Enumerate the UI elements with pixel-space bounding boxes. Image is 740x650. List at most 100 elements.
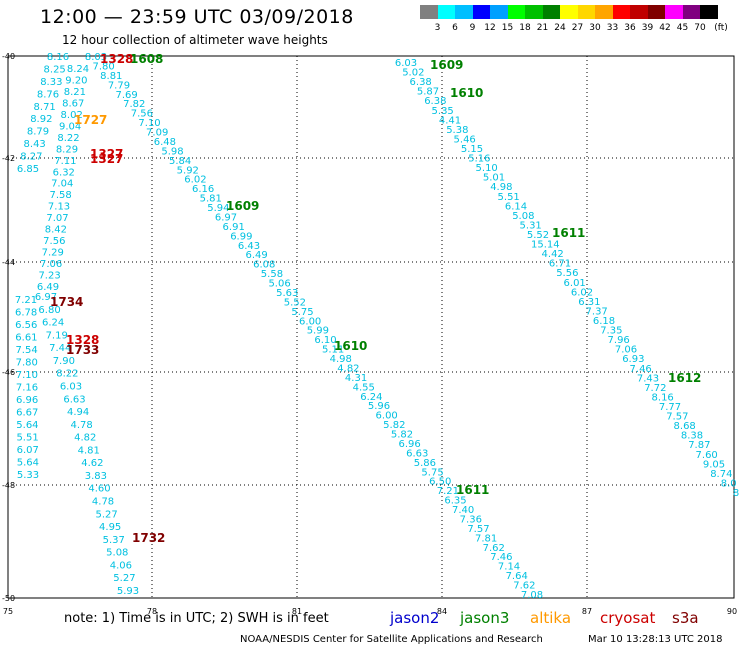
wave-height-label: 7.13 [48,202,70,213]
wave-height-label: 7.54 [15,345,37,356]
wave-height-label: 5.51 [16,433,38,444]
wave-height-label: 7.60 [696,450,718,461]
wave-height-label: 4.55 [353,382,375,393]
wave-height-label: 6.93 [622,354,644,365]
legend-swatch [612,5,630,19]
legend-unit: (ft) [714,23,728,33]
wave-height-label: 4.41 [439,115,461,126]
wave-height-label: 6.97 [215,212,237,223]
timestamp-text: Mar 10 13:28:13 UTC 2018 [588,634,723,645]
legend-value: 30 [589,23,601,33]
legend-value: 24 [554,23,566,33]
wave-height-label: 5.06 [268,279,290,290]
wave-height-label: 5.86 [414,458,436,469]
wave-height-label: 4.98 [330,354,352,365]
wave-height-label: 6.63 [63,394,85,405]
wave-height-label: 5.82 [383,420,405,431]
map-subtitle: 12 hour collection of altimeter wave hei… [62,33,328,47]
wave-height-label: 7.35 [600,326,622,337]
wave-height-label: 7.07 [46,213,68,224]
wave-height-label: 6.32 [53,167,75,178]
wave-height-label: 4.95 [99,522,121,533]
wave-height-label: 5.27 [95,509,117,520]
wave-height-label: 7.23 [38,271,60,282]
wave-height-label: 7.82 [123,99,145,110]
wave-height-label: 7.04 [51,179,73,190]
wave-height-label: 5.37 [103,535,125,546]
wave-height-label: 7.79 [108,80,130,91]
wave-height-label: 7.77 [659,402,681,413]
legend-value: 15 [501,23,514,33]
legend-swatch [560,5,578,19]
wave-height-label: 6.35 [444,496,466,507]
legend-value: 70 [694,23,706,33]
legend-swatch [647,5,665,19]
wave-height-label: 8 [733,488,739,499]
wave-height-label: 7.57 [666,412,688,423]
wave-height-label: 5.96 [368,401,390,412]
wave-height-label: 5.64 [17,458,39,469]
wave-height-label: 8.71 [34,102,56,113]
wave-height-label: 8.67 [62,98,84,109]
wave-height-label: 6.91 [223,222,245,233]
wave-height-label: 6.67 [16,408,38,419]
satellite-s3a: s3a [672,609,699,627]
wave-height-label: 6.50 [429,477,451,488]
satellite-cryosat: cryosat [600,609,656,627]
wave-height-label: 8.76 [37,89,59,100]
wave-height-label: 6.00 [376,411,398,422]
wave-height-label: 4.98 [490,182,512,193]
wave-height-label: 7.43 [637,373,659,384]
wave-height-label: 6.96 [16,395,38,406]
wave-height-label: 7.56 [43,236,65,247]
wave-height-label: 5.08 [512,211,534,222]
wave-height-label: 6.49 [37,282,59,293]
wave-height-label: 6.49 [245,250,267,261]
legend-swatch [437,5,455,19]
wave-height-label: 5.10 [476,163,498,174]
wave-height-label: 8.24 [67,64,89,75]
wave-height-label: 5.75 [291,307,313,318]
time-label: 1327 [90,152,123,166]
wave-height-label: 9.05 [703,459,725,470]
wave-height-label: 7.46 [490,552,512,563]
legend-value: 12 [484,23,496,33]
legend-swatch [542,5,560,19]
wave-height-label: 7.36 [460,514,482,525]
wave-height-label: 6.38 [410,77,432,88]
time-label: 1609 [226,199,259,213]
wave-height-label: 8.81 [100,71,122,82]
wave-height-label: 5.51 [498,192,520,203]
wave-height-label: 5.52 [284,297,306,308]
wave-height-label: 15.14 [531,240,560,251]
wave-height-label: 7.72 [644,383,666,394]
legend-value: 6 [452,23,458,33]
wave-height-label: 5.16 [468,154,490,165]
wave-height-label: 5.46 [454,134,476,145]
legend-swatch [665,5,683,19]
legend-value: 3 [434,23,441,33]
wave-height-label: 5.94 [207,203,229,214]
plot-frame [7,55,735,599]
wave-height-label: 7.37 [586,306,608,317]
wave-height-label: 4.06 [110,560,132,571]
y-tick-label: -46 [2,368,15,377]
wave-height-label: 4.31 [345,373,367,384]
wave-height-label: 6.03 [60,381,82,392]
wave-height-label: 6.03 [395,58,417,69]
wave-height-label: 6.56 [15,320,37,331]
wave-height-label: 6.71 [549,259,571,270]
wave-height-label: 5.99 [307,326,329,337]
wave-height-label: 7.10 [16,370,38,381]
wave-height-label: 6.99 [230,231,252,242]
y-tick-label: -48 [2,481,15,490]
time-label: 1328 [100,52,133,66]
wave-height-label: 4.42 [542,249,564,260]
wave-height-label: 6.63 [406,448,428,459]
wave-height-label: 5.52 [527,230,549,241]
wave-height-label: 8.16 [47,52,69,63]
wave-height-label: 7.11 [54,156,76,167]
wave-height-label: 7.16 [16,383,38,394]
legend-value: 27 [571,23,584,33]
wave-height-label: 5.98 [161,146,183,157]
